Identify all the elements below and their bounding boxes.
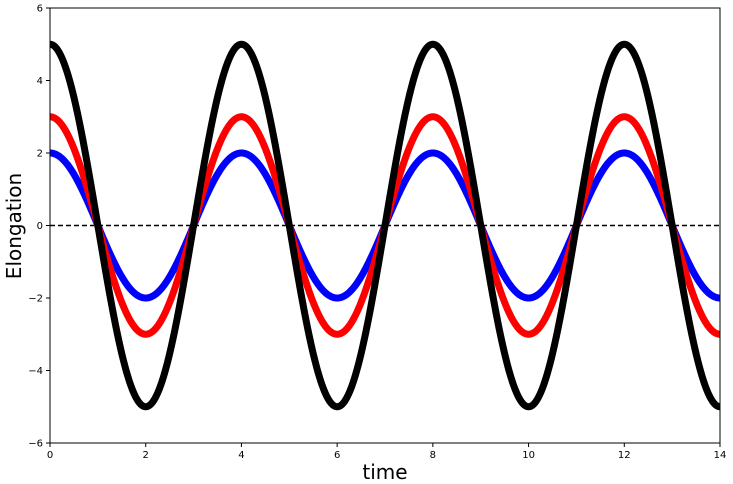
y-tick-label: 4 bbox=[37, 76, 43, 87]
x-tick-label: 0 bbox=[47, 450, 53, 461]
x-tick-label: 2 bbox=[143, 450, 149, 461]
y-tick-label: −2 bbox=[28, 294, 43, 305]
series-layer bbox=[50, 40, 720, 411]
y-tick-label: 2 bbox=[37, 149, 43, 160]
y-axis: −6 −4 −2 0 2 4 6 bbox=[28, 4, 50, 450]
x-axis: 0 2 4 6 8 10 12 14 bbox=[47, 443, 727, 461]
x-tick-label: 14 bbox=[714, 450, 727, 461]
x-tick-label: 10 bbox=[522, 450, 535, 461]
x-tick-label: 6 bbox=[334, 450, 340, 461]
y-axis-title: Elongation bbox=[2, 173, 26, 279]
y-tick-label: 0 bbox=[37, 221, 43, 232]
y-tick-label: 6 bbox=[37, 4, 43, 15]
x-tick-label: 8 bbox=[430, 450, 436, 461]
x-tick-label: 4 bbox=[238, 450, 244, 461]
y-tick-label: −6 bbox=[28, 439, 43, 450]
x-tick-label: 12 bbox=[618, 450, 631, 461]
x-axis-title: time bbox=[362, 460, 407, 484]
y-tick-label: −4 bbox=[28, 366, 43, 377]
series-line-3 bbox=[50, 40, 720, 411]
